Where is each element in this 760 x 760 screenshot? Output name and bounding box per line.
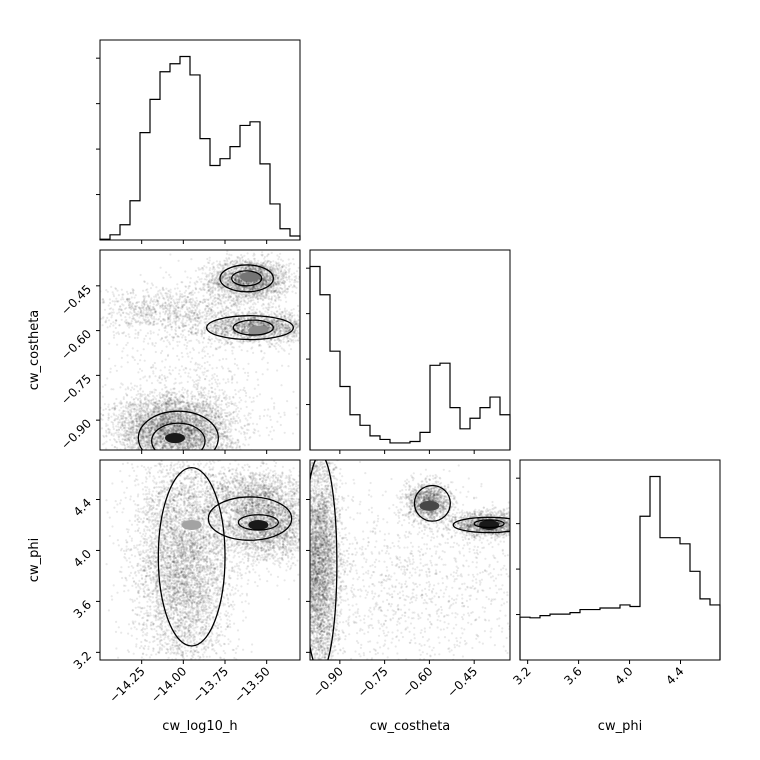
x-tick-label: −14.25 xyxy=(106,664,147,705)
y-tick-label: −0.90 xyxy=(58,416,94,452)
panel-frame xyxy=(310,250,510,450)
y-tick-label: 4.4 xyxy=(71,496,94,519)
x-tick-label: −0.60 xyxy=(400,664,436,700)
x-tick-label: 4.0 xyxy=(612,664,635,687)
density-peak xyxy=(248,520,268,530)
x-tick-label: 3.2 xyxy=(510,664,533,687)
histogram-step-line xyxy=(310,267,510,450)
histogram-panel-cw-costheta xyxy=(306,267,510,450)
x-tick-label: −14.00 xyxy=(148,664,189,705)
y-tick-label: 3.2 xyxy=(71,649,94,672)
density-peak xyxy=(479,520,499,530)
y-tick-label: −0.45 xyxy=(58,282,94,318)
y-axis-label-cw-phi: cw_phi xyxy=(27,538,42,582)
histogram-step-line xyxy=(100,57,300,240)
x-axis-label-cw-log10-h: cw_log10_h xyxy=(162,719,237,734)
x-tick-label: −13.75 xyxy=(190,664,231,705)
density-peak xyxy=(182,520,202,530)
y-tick-label: 4.0 xyxy=(71,547,94,570)
x-tick-label: −0.45 xyxy=(444,664,480,700)
histogram-panel-cw-log10-h xyxy=(96,57,300,240)
density-peak xyxy=(165,433,185,443)
x-tick-label: 3.6 xyxy=(561,664,584,687)
x-axis-label-cw-costheta: cw_costheta xyxy=(370,719,451,734)
histogram-step-line xyxy=(520,477,720,660)
x-axis-label-cw-phi: cw_phi xyxy=(598,719,642,734)
y-tick-label: 3.6 xyxy=(71,598,94,621)
y-axis-label-cw-costheta: cw_costheta xyxy=(27,310,42,391)
y-tick-label: −0.75 xyxy=(58,372,94,408)
x-tick-label: −13.50 xyxy=(231,664,272,705)
histogram-panel-cw-phi xyxy=(516,477,720,660)
x-tick-label: 4.4 xyxy=(663,664,686,687)
x-tick-label: −0.90 xyxy=(310,664,346,700)
density-peak xyxy=(419,501,439,511)
y-tick-label: −0.60 xyxy=(58,327,94,363)
x-tick-label: −0.75 xyxy=(355,664,391,700)
